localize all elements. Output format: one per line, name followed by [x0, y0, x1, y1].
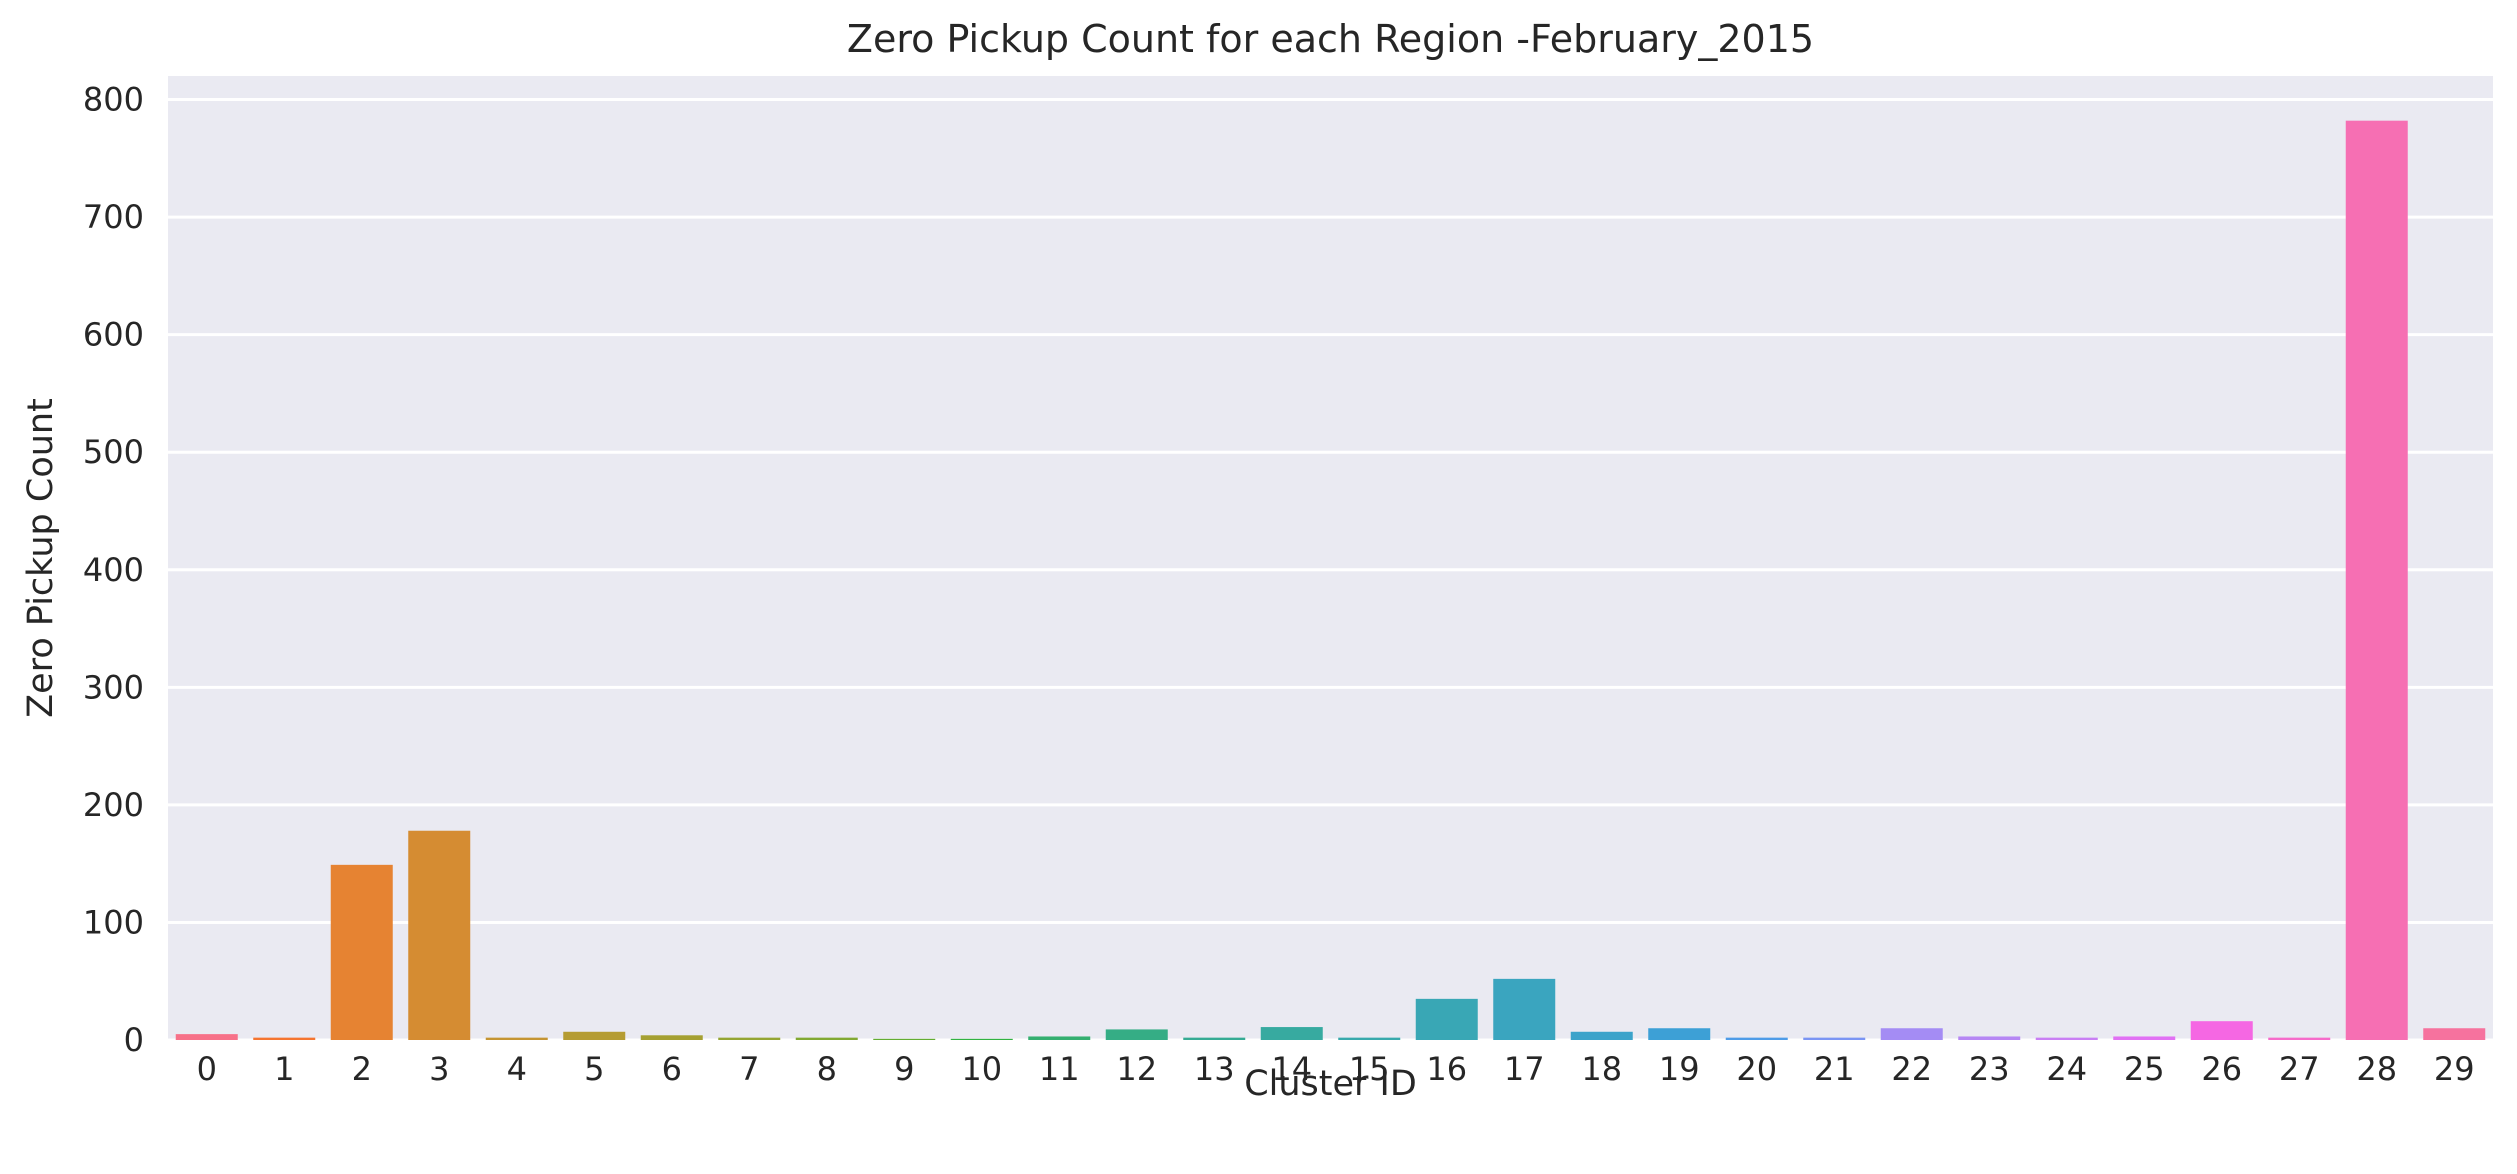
bar-cluster-5 [563, 1031, 626, 1040]
bar-cluster-13 [1183, 1037, 1246, 1040]
y-tick-labels: 0 100 200 300 400 500 600 700 800 [83, 81, 144, 1059]
x-tick-label: 7 [739, 1050, 759, 1088]
y-tick-label: 100 [83, 903, 144, 941]
plot-background [168, 76, 2493, 1040]
x-tick-label: 27 [2279, 1050, 2320, 1088]
x-tick-label: 2 [352, 1050, 372, 1088]
x-tick-label: 26 [2201, 1050, 2242, 1088]
x-tick-label: 13 [1194, 1050, 1235, 1088]
x-tick-label: 6 [662, 1050, 682, 1088]
x-tick-labels: 0 1 2 3 4 5 6 7 8 9 10 11 12 13 14 15 16 17 18 19 20 21 22 23 24… [197, 1050, 2475, 1088]
x-tick-label: 17 [1504, 1050, 1545, 1088]
bar-cluster-22 [1880, 1028, 1943, 1040]
bar-cluster-10 [950, 1038, 1013, 1040]
y-tick-label: 600 [83, 316, 144, 354]
bar-cluster-24 [2035, 1037, 2098, 1040]
bar-cluster-25 [2113, 1036, 2176, 1040]
y-tick-label: 400 [83, 551, 144, 589]
x-tick-label: 24 [2046, 1050, 2087, 1088]
x-tick-label: 20 [1736, 1050, 1777, 1088]
y-tick-label: 200 [83, 786, 144, 824]
x-tick-label: 12 [1116, 1050, 1157, 1088]
bar-cluster-8 [795, 1037, 858, 1040]
bar-cluster-6 [640, 1035, 703, 1040]
y-tick-label: 700 [83, 198, 144, 236]
bar-cluster-28 [2345, 120, 2408, 1041]
bar-cluster-19 [1648, 1028, 1711, 1040]
bar-cluster-7 [718, 1037, 781, 1040]
bars [175, 120, 2486, 1041]
bar-cluster-20 [1725, 1037, 1788, 1040]
x-tick-label: 23 [1969, 1050, 2010, 1088]
x-tick-label: 11 [1039, 1050, 1080, 1088]
x-tick-label: 16 [1426, 1050, 1467, 1088]
x-tick-label: 9 [894, 1050, 914, 1088]
x-tick-label: 15 [1349, 1050, 1390, 1088]
bar-cluster-16 [1415, 998, 1478, 1040]
x-tick-label: 4 [507, 1050, 527, 1088]
x-tick-label: 21 [1814, 1050, 1855, 1088]
x-tick-label: 14 [1271, 1050, 1312, 1088]
y-tick-label: 800 [83, 81, 144, 119]
bar-cluster-26 [2190, 1021, 2253, 1040]
bar-cluster-17 [1493, 978, 1556, 1040]
bar-cluster-9 [873, 1038, 936, 1040]
bar-cluster-21 [1803, 1037, 1866, 1040]
x-tick-label: 10 [961, 1050, 1002, 1088]
bar-cluster-23 [1958, 1036, 2021, 1040]
bar-cluster-0 [175, 1034, 238, 1040]
x-tick-label: 8 [817, 1050, 837, 1088]
bar-cluster-4 [485, 1037, 548, 1040]
x-tick-label: 5 [584, 1050, 604, 1088]
y-tick-label: 0 [124, 1021, 144, 1059]
bar-cluster-27 [2268, 1037, 2331, 1040]
bar-cluster-18 [1570, 1031, 1633, 1040]
bar-cluster-11 [1028, 1036, 1091, 1040]
chart-title: Zero Pickup Count for each Region -Febru… [847, 17, 1814, 61]
x-tick-label: 19 [1659, 1050, 1700, 1088]
x-tick-label: 28 [2356, 1050, 2397, 1088]
x-tick-label: 3 [429, 1050, 449, 1088]
x-tick-label: 25 [2124, 1050, 2165, 1088]
bar-cluster-3 [408, 830, 471, 1040]
x-tick-label: 1 [274, 1050, 294, 1088]
bar-cluster-15 [1338, 1037, 1401, 1040]
bar-cluster-12 [1105, 1029, 1168, 1040]
bar-cluster-1 [253, 1037, 316, 1040]
y-tick-label: 300 [83, 668, 144, 706]
x-tick-label: 0 [197, 1050, 217, 1088]
x-tick-label: 18 [1581, 1050, 1622, 1088]
x-axis-label: Cluster ID [1244, 1064, 1417, 1104]
y-tick-label: 500 [83, 433, 144, 471]
gridlines [168, 98, 2493, 1042]
x-tick-label: 29 [2434, 1050, 2475, 1088]
bar-cluster-14 [1260, 1027, 1323, 1040]
y-axis-label: Zero Pickup Count [21, 398, 61, 718]
x-tick-label: 22 [1891, 1050, 1932, 1088]
bar-cluster-2 [330, 864, 393, 1040]
bar-cluster-29 [2423, 1028, 2486, 1040]
